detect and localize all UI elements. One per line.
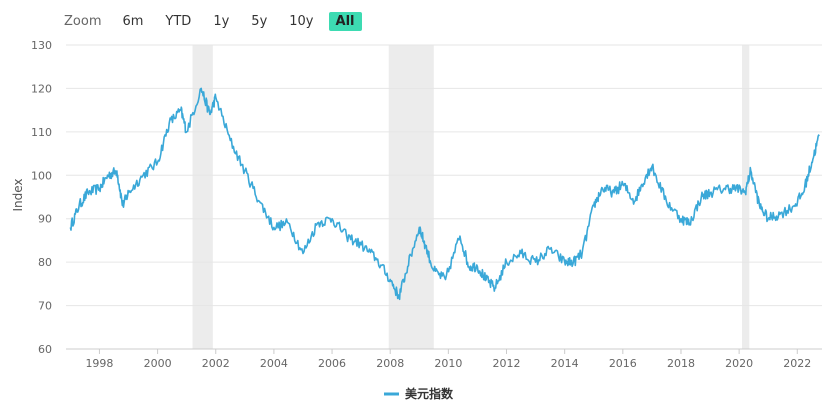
shaded-region-2: [742, 45, 750, 349]
x-tick-label: 2018: [667, 357, 695, 370]
grid-lines: [66, 44, 822, 350]
y-tick-label: 120: [31, 82, 52, 95]
x-tick-label: 2002: [202, 357, 230, 370]
x-tick-label: 2006: [318, 357, 346, 370]
zoom-label: Zoom: [64, 13, 102, 29]
x-tick-label: 2000: [144, 357, 172, 370]
x-axis-ticks: 1998 2000 2002 2004 2006 2008 2010 2012 2014 2016…: [66, 348, 822, 370]
y-tick-label: 80: [38, 256, 52, 269]
y-tick-label: 70: [38, 300, 52, 313]
legend-label: 美元指数: [405, 386, 454, 401]
shaded-region-1: [388, 45, 434, 349]
series-layer: [69, 87, 820, 301]
y-tick-label: 100: [31, 169, 52, 182]
shaded-region-0: [192, 45, 213, 349]
x-tick-label: 2022: [783, 357, 811, 370]
zoom-bar: Zoom 6m YTD 1y 5y 10y All: [64, 10, 370, 32]
x-tick-label: 2012: [493, 357, 521, 370]
legend[interactable]: 美元指数: [384, 386, 454, 401]
shaded-regions: [192, 45, 750, 349]
y-tick-label: 130: [31, 39, 52, 52]
zoom-ytd-button[interactable]: YTD: [165, 13, 192, 29]
zoom-all-button[interactable]: All: [328, 11, 362, 31]
zoom-6m-button[interactable]: 6m: [122, 13, 144, 29]
zoom-5y-button[interactable]: 5y: [251, 13, 268, 29]
x-tick-label: 1998: [85, 357, 113, 370]
zoom-10y-button[interactable]: 10y: [289, 13, 314, 29]
y-axis-title: Index: [11, 178, 25, 211]
y-tick-label: 90: [38, 213, 52, 226]
x-tick-label: 2010: [434, 357, 462, 370]
y-tick-label: 60: [38, 343, 52, 356]
x-tick-label: 2016: [609, 357, 637, 370]
series-line-0[interactable]: [69, 87, 820, 301]
x-tick-label: 2014: [551, 357, 579, 370]
x-tick-label: 2004: [260, 357, 288, 370]
x-tick-label: 2008: [376, 357, 404, 370]
zoom-1y-button[interactable]: 1y: [213, 13, 230, 29]
x-tick-label: 2020: [725, 357, 753, 370]
y-tick-label: 110: [31, 126, 52, 139]
y-axis-ticks: 60 70 80 90 100 110 120 130: [31, 39, 52, 356]
